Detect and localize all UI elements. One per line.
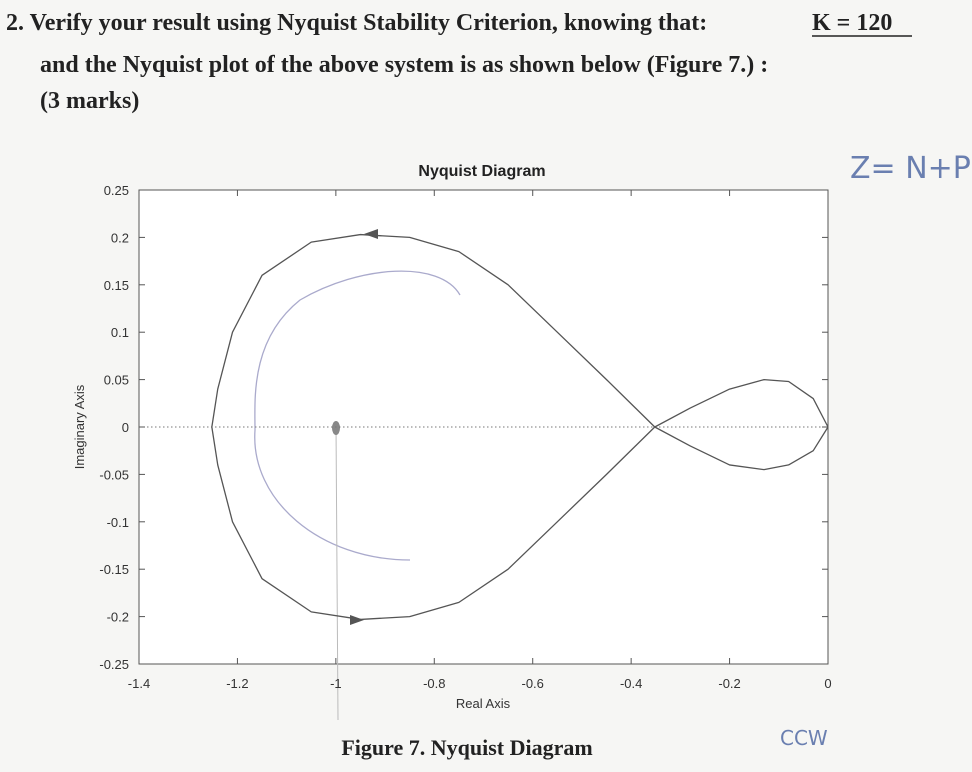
chart-title: Nyquist Diagram [418,163,545,180]
y-tick-label: -0.15 [99,562,129,577]
x-tick-label: 0 [824,676,831,691]
figure-caption: Figure 7. Nyquist Diagram [341,735,592,760]
k-value: K = 120 [812,10,892,36]
nyquist-curve [211,233,829,621]
direction-arrow [350,615,364,625]
x-tick-label: -0.6 [522,676,544,691]
y-tick-label: -0.25 [99,657,129,672]
y-tick-label: 0.05 [104,373,129,388]
y-tick-label: 0.15 [104,278,129,293]
question-line: (3 marks) [40,88,139,114]
plot: -1.4 -1.2 -1 -0.8 -0.6 -0.4 -0.2 0 -0.25 -0.2 -0.1… [99,183,831,691]
y-tick-label: -0.05 [99,467,129,482]
question-line: and the Nyquist plot of the above system… [40,52,768,78]
x-axis-label: Real Axis [456,696,511,711]
direction-arrow [364,229,378,239]
y-tick-label: 0 [122,420,129,435]
x-tick-label: -1 [330,676,342,691]
y-tick-label: 0.25 [104,183,129,198]
x-tick-label: -0.4 [620,676,642,691]
handwritten-note: CCW [780,726,828,750]
y-axis-label: Imaginary Axis [72,384,87,469]
y-tick-label: -0.2 [107,610,129,625]
x-tick-label: -0.8 [423,676,445,691]
y-tick-label: 0.1 [111,325,129,340]
critical-point [332,421,340,435]
handwritten-trace [254,270,461,561]
x-tick-label: -1.4 [128,676,150,691]
x-tick-label: -1.2 [226,676,248,691]
x-tick-label: -0.2 [718,676,740,691]
question-line: 2. Verify your result using Nyquist Stab… [6,10,707,36]
handwritten-formula: Z= N+P [850,151,971,186]
y-tick-label: 0.2 [111,230,129,245]
handwritten-stroke [335,424,339,721]
y-tick-label: -0.1 [107,515,129,530]
